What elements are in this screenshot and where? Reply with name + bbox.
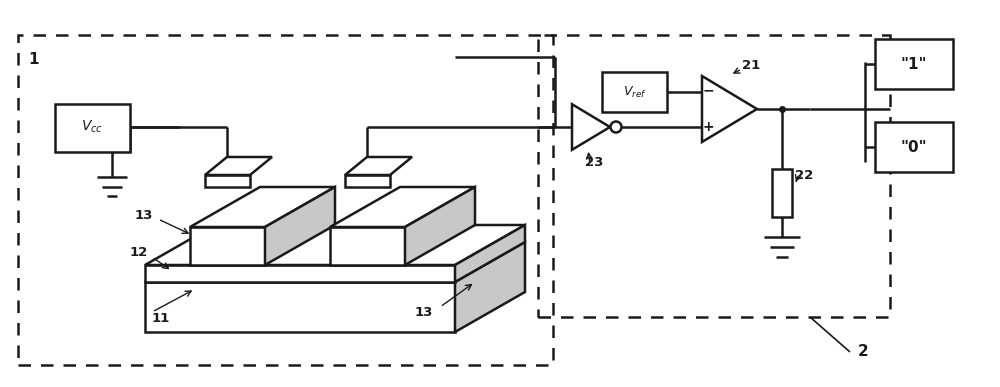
Polygon shape (455, 225, 525, 282)
Text: 2: 2 (858, 344, 869, 359)
Text: "1": "1" (901, 57, 927, 72)
Polygon shape (345, 157, 412, 175)
Text: +: + (702, 120, 714, 134)
FancyBboxPatch shape (772, 169, 792, 217)
Polygon shape (145, 282, 455, 332)
Polygon shape (330, 187, 475, 227)
Polygon shape (572, 104, 610, 150)
FancyBboxPatch shape (875, 122, 953, 172)
Text: "0": "0" (901, 139, 927, 154)
Text: 13: 13 (135, 209, 153, 222)
Polygon shape (405, 187, 475, 265)
Circle shape (610, 122, 622, 132)
FancyBboxPatch shape (55, 104, 130, 152)
Text: 21: 21 (742, 59, 760, 72)
Polygon shape (190, 187, 335, 227)
Polygon shape (265, 187, 335, 265)
Polygon shape (190, 227, 265, 265)
Text: 22: 22 (795, 169, 813, 182)
Polygon shape (145, 242, 525, 282)
Text: −: − (702, 83, 714, 97)
Text: 13: 13 (415, 306, 433, 319)
Text: 23: 23 (585, 156, 603, 169)
Text: 12: 12 (130, 246, 148, 259)
FancyBboxPatch shape (602, 72, 667, 112)
Polygon shape (145, 265, 455, 282)
Polygon shape (345, 175, 390, 187)
Polygon shape (702, 76, 757, 142)
Polygon shape (330, 227, 405, 265)
Polygon shape (145, 225, 525, 265)
Polygon shape (205, 157, 272, 175)
Text: 11: 11 (152, 312, 170, 325)
Text: $V_{ref}$: $V_{ref}$ (623, 84, 646, 99)
Text: 1: 1 (28, 52, 38, 67)
Polygon shape (205, 175, 250, 187)
FancyBboxPatch shape (875, 39, 953, 89)
Text: $V_{cc}$: $V_{cc}$ (81, 119, 104, 135)
Polygon shape (455, 242, 525, 332)
